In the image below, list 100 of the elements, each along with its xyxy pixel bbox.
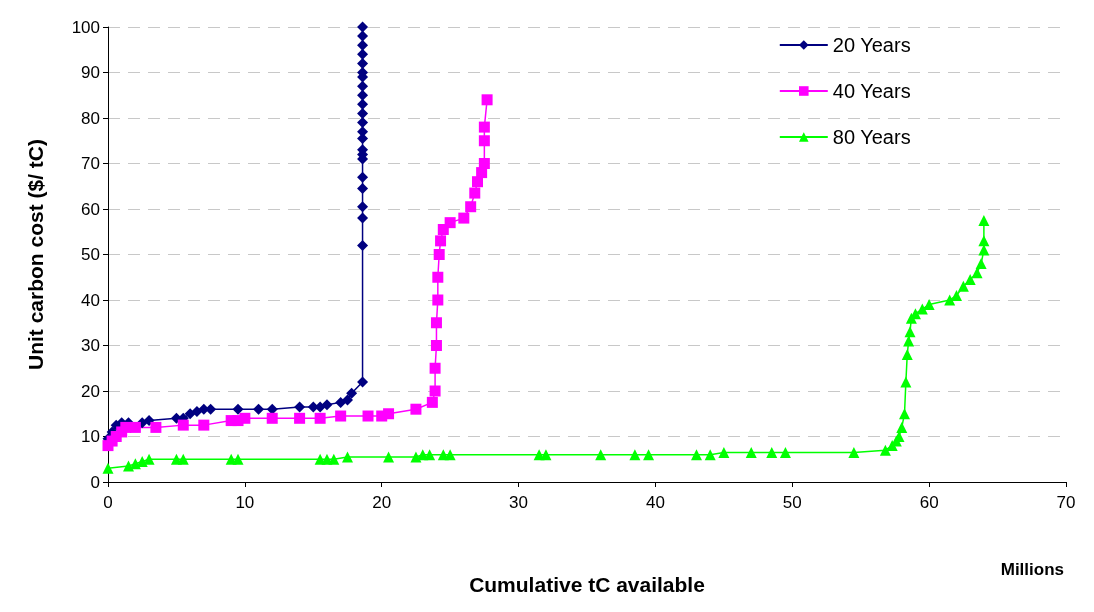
x-axis-title: Cumulative tC available [469,573,705,596]
y-tick-label: 50 [81,245,100,264]
point [432,271,444,283]
point [150,421,162,433]
point [951,289,963,301]
text: Millions [1000,560,1064,579]
point [444,217,456,229]
point [481,94,493,106]
point [357,21,369,33]
point [357,30,369,42]
point [177,453,189,465]
legend-label: 40 Years [832,80,911,102]
y-tick-label: 30 [81,336,100,355]
y-tick-label: 10 [81,427,100,446]
point [253,403,265,415]
point [478,121,490,133]
point [430,317,442,329]
point [357,376,369,388]
point [429,362,441,374]
point [357,183,369,195]
point [458,212,470,224]
y-tick-label: 80 [81,108,100,128]
point [357,98,369,110]
point [848,446,860,458]
point [357,89,369,101]
y-axis-title: Unit carbon cost ($/ tC) [24,138,47,371]
point [944,294,956,306]
point [433,249,445,260]
legend-label: 20 Years [832,34,911,56]
point [410,403,422,415]
point [357,212,369,224]
point [540,449,552,461]
point [342,394,353,406]
point [357,39,369,51]
point [294,412,306,424]
point [899,408,911,420]
point [971,267,983,279]
point [191,405,203,417]
point [232,453,244,465]
point [643,449,655,461]
point [478,135,490,147]
point [766,446,778,458]
point [328,453,340,465]
point [321,399,333,411]
x-tick-label: 0 [103,493,113,512]
point [900,376,912,388]
point [383,408,395,420]
x-tick-label: 50 [782,493,802,512]
point [429,385,441,397]
point [357,48,369,60]
point [232,403,244,415]
y-tick-label: 90 [81,63,100,82]
point [342,451,353,463]
point [239,412,251,424]
point [690,449,702,461]
point [177,419,189,431]
point [629,449,641,461]
point [346,387,358,399]
point [198,419,210,431]
point [314,412,326,424]
point [465,201,477,213]
point [123,460,135,472]
legend-label: 80 Years [832,126,911,148]
point [102,462,114,474]
point [120,421,132,433]
point [469,187,481,199]
y-tick-label: 40 [81,290,100,310]
point [294,401,306,413]
point [357,171,369,183]
point [357,107,369,119]
point [357,201,369,213]
point [718,446,730,458]
y-tick-label: 60 [81,199,100,219]
point [779,446,791,458]
point [745,446,757,458]
point [357,239,369,251]
point [383,451,395,463]
point [975,258,987,270]
point [896,421,908,433]
point [978,214,990,226]
point [901,349,913,361]
point [430,340,442,351]
point [704,449,716,461]
x-tick-label: 60 [919,493,939,512]
point [964,274,976,286]
point [424,449,436,461]
point [432,294,444,306]
y-tick-label: 20 [81,381,100,401]
point [904,326,916,338]
y-tick-label: 100 [71,17,100,37]
point [879,444,891,456]
x-tick-label: 70 [1056,493,1076,512]
point [978,235,990,247]
x-tick-label: 30 [509,493,529,512]
y-tick-label: 70 [81,154,100,173]
x-tick-label: 10 [235,493,255,512]
point [335,396,347,408]
point [444,449,456,461]
x-tick-label: 20 [372,493,392,512]
point [435,235,447,247]
